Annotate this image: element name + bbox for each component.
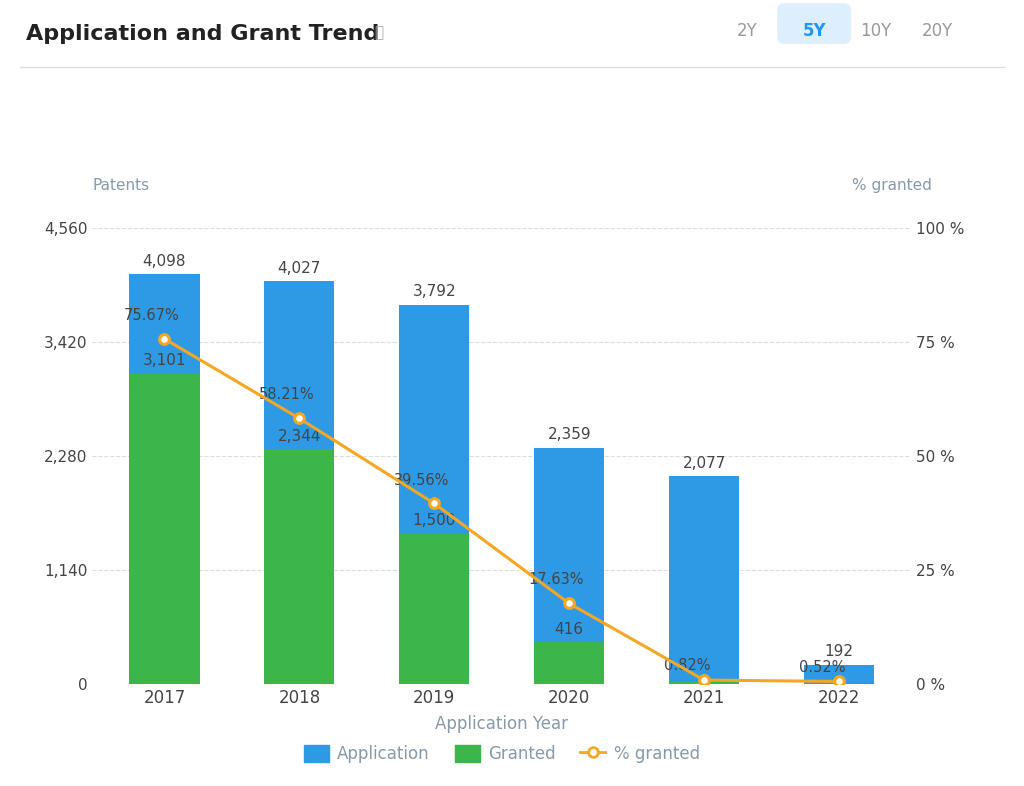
Text: 2,344: 2,344 [278,429,322,444]
Text: Patents: Patents [92,178,150,193]
Text: 4,027: 4,027 [278,261,322,276]
Bar [535,448,604,684]
Bar [669,682,739,684]
Text: 2,077: 2,077 [682,456,726,471]
Bar [399,534,469,684]
Legend: Application, Granted, % granted: Application, Granted, % granted [297,738,707,769]
Text: 3,101: 3,101 [142,353,186,369]
Bar [399,305,469,684]
Text: 10Y: 10Y [860,22,891,40]
Text: 192: 192 [824,644,854,659]
Bar [129,274,200,684]
Text: 75.67%: 75.67% [124,308,180,323]
Text: Application and Grant Trend: Application and Grant Trend [26,24,379,43]
Text: 1,500: 1,500 [413,513,456,528]
Bar [535,642,604,684]
Text: 20Y: 20Y [922,22,952,40]
Bar [264,450,335,684]
Bar [264,281,335,684]
Text: 58.21%: 58.21% [259,387,314,402]
Text: 4,098: 4,098 [142,254,186,269]
Text: 5Y: 5Y [802,22,826,40]
Text: 0.52%: 0.52% [799,659,845,674]
Bar [804,665,874,684]
Text: 0.82%: 0.82% [664,658,711,674]
Text: 2,359: 2,359 [548,428,591,443]
Text: 39.56%: 39.56% [394,472,450,487]
Text: ⓘ: ⓘ [374,25,383,40]
Text: 17.63%: 17.63% [528,572,585,587]
Text: Application Year: Application Year [435,715,568,733]
Bar [129,374,200,684]
Text: 3,792: 3,792 [413,285,456,299]
Bar [669,476,739,684]
Text: % granted: % granted [852,178,932,193]
Text: 416: 416 [555,622,584,637]
Text: 2Y: 2Y [737,22,758,40]
